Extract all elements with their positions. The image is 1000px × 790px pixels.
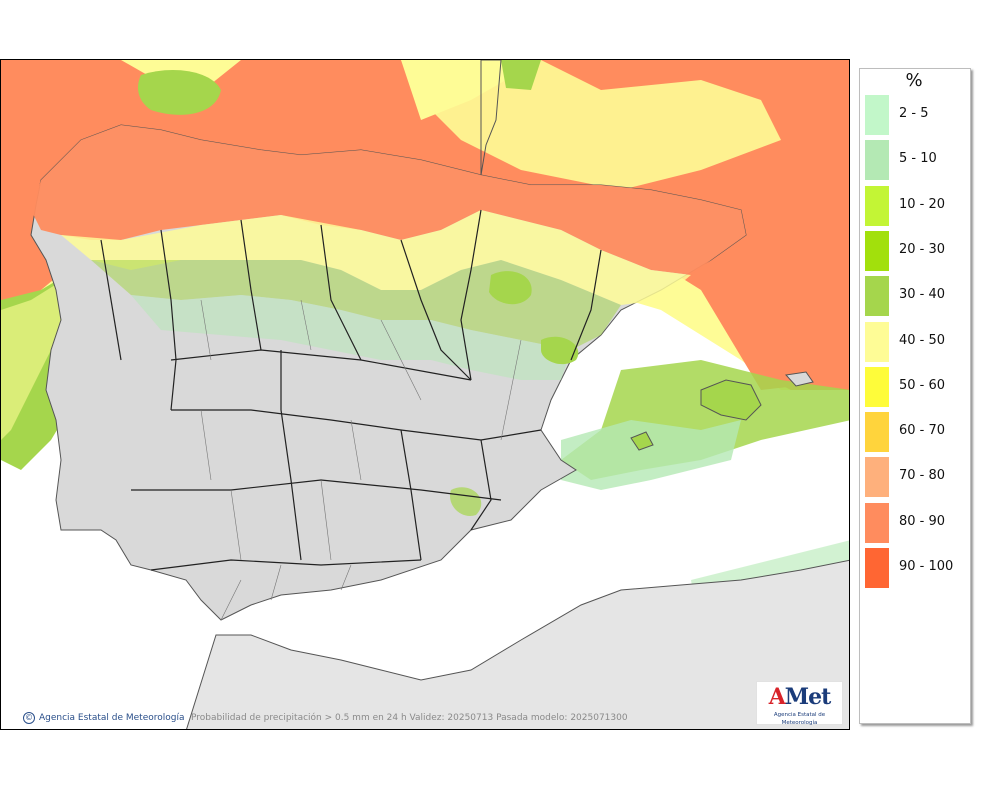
- legend-label: 70 - 80: [899, 468, 946, 484]
- legend-unit: %: [905, 70, 923, 91]
- mallorca: [700, 379, 762, 421]
- aemet-logo-word: AMet: [757, 684, 842, 711]
- legend-label: 60 - 70: [899, 423, 946, 439]
- legend-item: 70 - 80: [863, 456, 969, 498]
- legend-swatch: [865, 140, 889, 181]
- region-borders: [100, 209, 602, 571]
- balearic-light: [561, 420, 741, 490]
- legend-item: 80 - 90: [863, 502, 969, 544]
- legend-swatch: [865, 95, 889, 135]
- legend-label: 80 - 90: [899, 513, 946, 529]
- legend-swatch: [865, 502, 889, 543]
- menorca: [785, 371, 814, 387]
- map-panel: © Agencia Estatal de Meteorología Probabi…: [0, 59, 850, 730]
- legend-label: 2 - 5: [899, 106, 929, 121]
- west-atlantic-yellow: [1, 275, 71, 440]
- legend-item: 20 - 30: [863, 230, 969, 272]
- legend-swatch: [865, 185, 889, 226]
- biscay-green-patch-west: [138, 70, 221, 115]
- legend-item: 5 - 10: [863, 139, 969, 181]
- logo-letter-a: A: [768, 684, 786, 710]
- north-africa: [186, 559, 849, 729]
- legend-label: 10 - 20: [899, 196, 946, 212]
- legend-label: 40 - 50: [899, 332, 946, 348]
- province-borders: [200, 299, 522, 621]
- north-yellow-band: [61, 210, 691, 305]
- aemet-logo: AMet Agencia Estatal de Meteorología: [756, 681, 843, 726]
- legend-swatch: [865, 321, 889, 362]
- north-light-band: [131, 295, 571, 380]
- legend-label: 30 - 40: [899, 287, 946, 303]
- legend-item: 50 - 60: [863, 366, 969, 408]
- logo-letters-met: Met: [784, 684, 832, 710]
- mediterranean-east-high: [701, 210, 849, 390]
- legend-label: 5 - 10: [899, 151, 937, 167]
- north-green-band: [91, 260, 621, 350]
- legend-item: 30 - 40: [863, 275, 969, 317]
- legend-swatch: [865, 412, 889, 453]
- north-coast-high-probability: [31, 125, 746, 275]
- legend-item: 90 - 100: [863, 547, 969, 589]
- biscay-yellow-patch: [401, 60, 781, 190]
- legend-item: 2 - 5: [863, 94, 969, 136]
- legend-swatch: [865, 548, 889, 588]
- aragon-green-spot: [489, 271, 532, 305]
- valencia-green-spot: [541, 336, 579, 365]
- legend-item: 40 - 50: [863, 321, 969, 363]
- agency-credit-text: Agencia Estatal de Meteorología: [39, 713, 185, 723]
- legend-item: 10 - 20: [863, 185, 969, 227]
- biscay-green-patch-north: [501, 60, 541, 90]
- france-border-region: [480, 60, 502, 176]
- legend-swatch: [865, 230, 889, 271]
- legend-label: 20 - 30: [899, 241, 946, 257]
- legend-panel: % 2 - 5 5 - 10 10 - 20 20 - 30 30 - 40 40 - 5…: [859, 68, 971, 724]
- aemet-logo-subtitle: Agencia Estatal de Meteorología: [773, 712, 826, 726]
- copyright-icon: ©: [23, 712, 35, 724]
- legend-label: 90 - 100: [899, 559, 954, 574]
- legend-swatch: [865, 457, 889, 498]
- legend-swatch: [865, 276, 889, 317]
- product-caption: Probabilidad de precipitación > 0.5 mm e…: [191, 713, 628, 723]
- legend-label: 50 - 60: [899, 377, 946, 393]
- precipitation-probability-map: [1, 60, 849, 729]
- legend-swatch: [865, 366, 889, 407]
- ibiza: [630, 431, 654, 451]
- legend-item: 60 - 70: [863, 411, 969, 453]
- agency-credit: © Agencia Estatal de Meteorología: [23, 712, 185, 724]
